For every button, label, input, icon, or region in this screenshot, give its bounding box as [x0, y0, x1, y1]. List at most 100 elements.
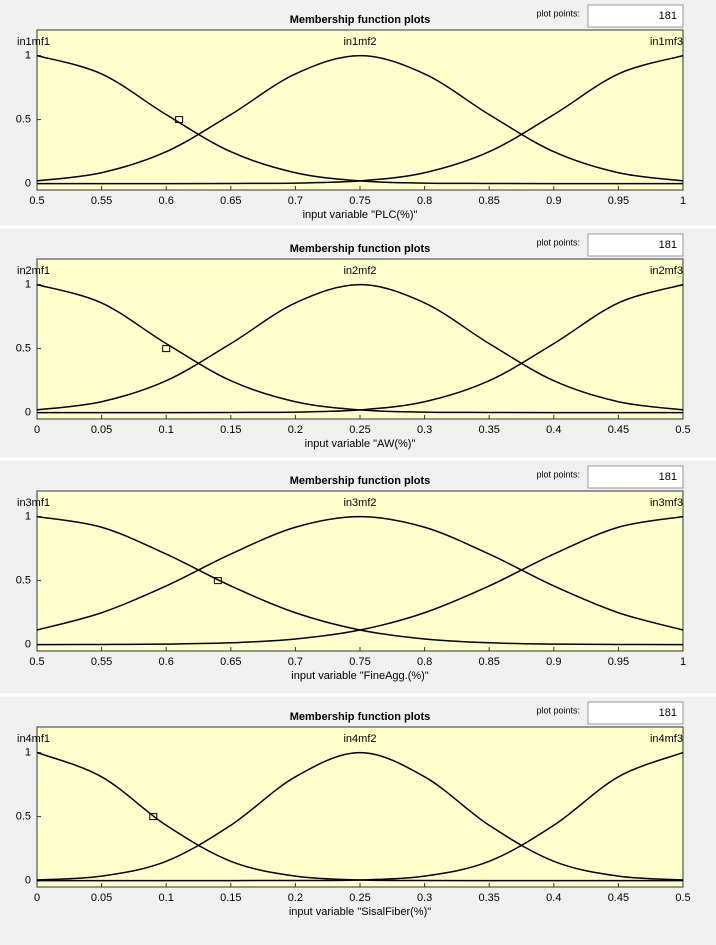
x-tick-label: 0.8: [417, 656, 432, 668]
y-tick-label: 1: [25, 511, 31, 523]
plot-points-label: plot points:: [536, 469, 580, 479]
x-tick-label: 0.25: [349, 424, 370, 436]
plot-points-value: 181: [659, 707, 677, 719]
mf-label: in1mf1: [17, 36, 50, 48]
x-tick-label: 0.45: [608, 892, 629, 904]
x-tick-label: 0.55: [91, 656, 112, 668]
membership-curve: [36, 751, 684, 882]
y-tick-label: 0: [25, 639, 31, 651]
y-tick-label: 1: [25, 50, 31, 62]
x-tick-label: 0.5: [29, 656, 44, 668]
x-tick-label: 0.05: [91, 424, 112, 436]
plot-points-value: 181: [659, 239, 677, 251]
x-tick-label: 0.4: [546, 892, 561, 904]
plot-points-value: 181: [659, 471, 677, 483]
x-axis-label: input variable "PLC(%)": [303, 209, 418, 221]
x-axis-label: input variable "AW(%)": [305, 438, 416, 450]
plot-area: [36, 726, 684, 888]
x-tick-label: 0.3: [417, 424, 432, 436]
mf-label: in4mf3: [650, 733, 683, 745]
x-tick-label: 0.95: [608, 656, 629, 668]
mf-label: in2mf3: [650, 265, 683, 277]
x-tick-label: 0.95: [608, 195, 629, 207]
mf-label: in4mf2: [343, 733, 376, 745]
x-tick-label: 0.2: [288, 424, 303, 436]
x-tick-label: 0.75: [349, 195, 370, 207]
mf-label: in3mf3: [650, 497, 683, 509]
mf-label: in2mf2: [343, 265, 376, 277]
plot-area: [36, 29, 684, 191]
selected-marker[interactable]: [175, 116, 184, 124]
x-tick-label: 0.9: [546, 656, 561, 668]
y-tick-label: 0: [25, 178, 31, 190]
x-tick-label: 0.45: [608, 424, 629, 436]
membership-curve: [36, 283, 684, 411]
x-tick-label: 1: [680, 195, 686, 207]
plot-area: [36, 490, 684, 652]
y-tick-label: 1: [25, 279, 31, 291]
x-tick-label: 0.25: [349, 892, 370, 904]
membership-curve: [36, 751, 684, 881]
selected-marker[interactable]: [162, 345, 171, 353]
selected-marker[interactable]: [213, 577, 222, 585]
x-tick-label: 0.8: [417, 195, 432, 207]
panel-title: Membership function plots: [290, 711, 431, 723]
x-tick-label: 0.15: [220, 892, 241, 904]
y-tick-label: 0.5: [16, 811, 31, 823]
x-tick-label: 1: [680, 656, 686, 668]
x-axis-label: input variable "SisalFiber(%)": [289, 906, 431, 918]
x-tick-label: 0.05: [91, 892, 112, 904]
mf-label: in1mf2: [343, 36, 376, 48]
x-tick-label: 0.6: [159, 195, 174, 207]
x-tick-label: 0: [34, 892, 40, 904]
y-tick-label: 0: [25, 875, 31, 887]
panel-title: Membership function plots: [290, 14, 431, 26]
plot-points-label: plot points:: [536, 8, 580, 18]
x-tick-label: 0.9: [546, 195, 561, 207]
plot-points-label: plot points:: [536, 237, 580, 247]
membership-curve: [36, 54, 684, 182]
x-tick-label: 0.1: [159, 424, 174, 436]
y-tick-label: 0.5: [16, 575, 31, 587]
x-tick-label: 0.5: [675, 892, 690, 904]
x-tick-label: 0.7: [288, 656, 303, 668]
plot-points-value: 181: [659, 10, 677, 22]
x-tick-label: 0.65: [220, 195, 241, 207]
mf-label: in2mf1: [17, 265, 50, 277]
x-tick-label: 0.35: [478, 892, 499, 904]
plot-points-input[interactable]: [587, 4, 684, 28]
x-tick-label: 0.15: [220, 424, 241, 436]
membership-curve: [37, 283, 684, 414]
plot-points-input[interactable]: [587, 701, 684, 725]
plot-points-input[interactable]: [587, 465, 684, 489]
x-tick-label: 0.35: [478, 424, 499, 436]
membership-curve: [37, 54, 684, 185]
x-tick-label: 0.3: [417, 892, 432, 904]
x-tick-label: 0.6: [159, 656, 174, 668]
y-tick-label: 0.5: [16, 343, 31, 355]
x-tick-label: 0: [34, 424, 40, 436]
mf-label: in3mf2: [343, 497, 376, 509]
selected-marker[interactable]: [149, 813, 158, 821]
y-tick-label: 0: [25, 407, 31, 419]
x-tick-label: 0.85: [478, 656, 499, 668]
x-tick-label: 0.75: [349, 656, 370, 668]
plot-area: [36, 258, 684, 420]
y-tick-label: 0.5: [16, 114, 31, 126]
plot-points-input[interactable]: [587, 233, 684, 257]
x-tick-label: 0.7: [288, 195, 303, 207]
panel-title: Membership function plots: [290, 475, 431, 487]
mf-label: in3mf1: [17, 497, 50, 509]
x-tick-label: 0.1: [159, 892, 174, 904]
x-tick-label: 0.65: [220, 656, 241, 668]
panel-title: Membership function plots: [290, 243, 431, 255]
y-tick-label: 1: [25, 747, 31, 759]
x-tick-label: 0.4: [546, 424, 561, 436]
membership-curve: [36, 515, 684, 631]
x-tick-label: 0.55: [91, 195, 112, 207]
plot-points-label: plot points:: [536, 705, 580, 715]
mf-label: in4mf1: [17, 733, 50, 745]
x-tick-label: 0.2: [288, 892, 303, 904]
x-tick-label: 0.5: [29, 195, 44, 207]
